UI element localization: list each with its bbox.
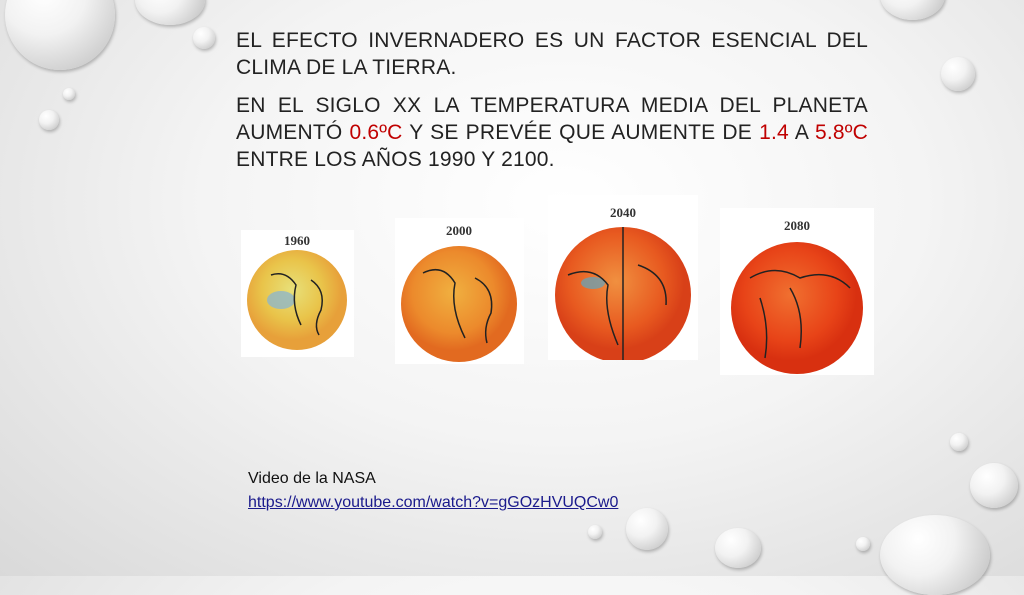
year-label: 2000 xyxy=(446,223,472,238)
paragraph: EN EL SIGLO XX LA TEMPERATURA MEDIA DEL … xyxy=(236,92,868,173)
text: EN EL SIGLO XX LA TEMPERATURA MEDIA DEL … xyxy=(236,94,868,144)
video-caption: Video de la NASA xyxy=(248,470,376,487)
highlight: 0.6ºC xyxy=(349,121,403,144)
globe-image: 1960 xyxy=(241,230,354,357)
bubble xyxy=(135,0,205,25)
text: A xyxy=(788,121,815,144)
bubble xyxy=(626,508,668,550)
globe-image: 2080 xyxy=(720,208,874,375)
text: Y SE PREVÉE QUE AUMENTE DE xyxy=(402,121,760,144)
year-label: 1960 xyxy=(284,233,310,248)
bubble xyxy=(39,110,59,130)
bubble xyxy=(715,528,761,568)
globe-image: 2000 xyxy=(395,218,524,364)
text: ENTRE LOS AÑOS 1990 Y 2100. xyxy=(236,148,555,171)
paragraph: EL EFECTO INVERNADERO ES UN FACTOR ESENC… xyxy=(236,27,868,81)
bubble xyxy=(880,515,990,595)
bubble xyxy=(970,463,1018,508)
highlight: 1.4 xyxy=(759,121,789,144)
bubble xyxy=(941,57,975,91)
year-label: 2080 xyxy=(784,218,810,233)
video-link[interactable]: https://www.youtube.com/watch?v=gGOzHVUQ… xyxy=(248,494,619,511)
bubble xyxy=(63,88,75,100)
year-label: 2040 xyxy=(610,205,636,220)
bubble xyxy=(588,525,602,539)
globe-image: 2040 xyxy=(548,195,698,360)
bubble xyxy=(5,0,115,70)
bubble xyxy=(950,433,968,451)
bubble xyxy=(193,27,215,49)
bubble xyxy=(880,0,945,20)
highlight: 5.8ºC xyxy=(814,121,868,144)
bubble xyxy=(856,537,870,551)
text: EL EFECTO INVERNADERO ES UN FACTOR ESENC… xyxy=(236,29,868,79)
